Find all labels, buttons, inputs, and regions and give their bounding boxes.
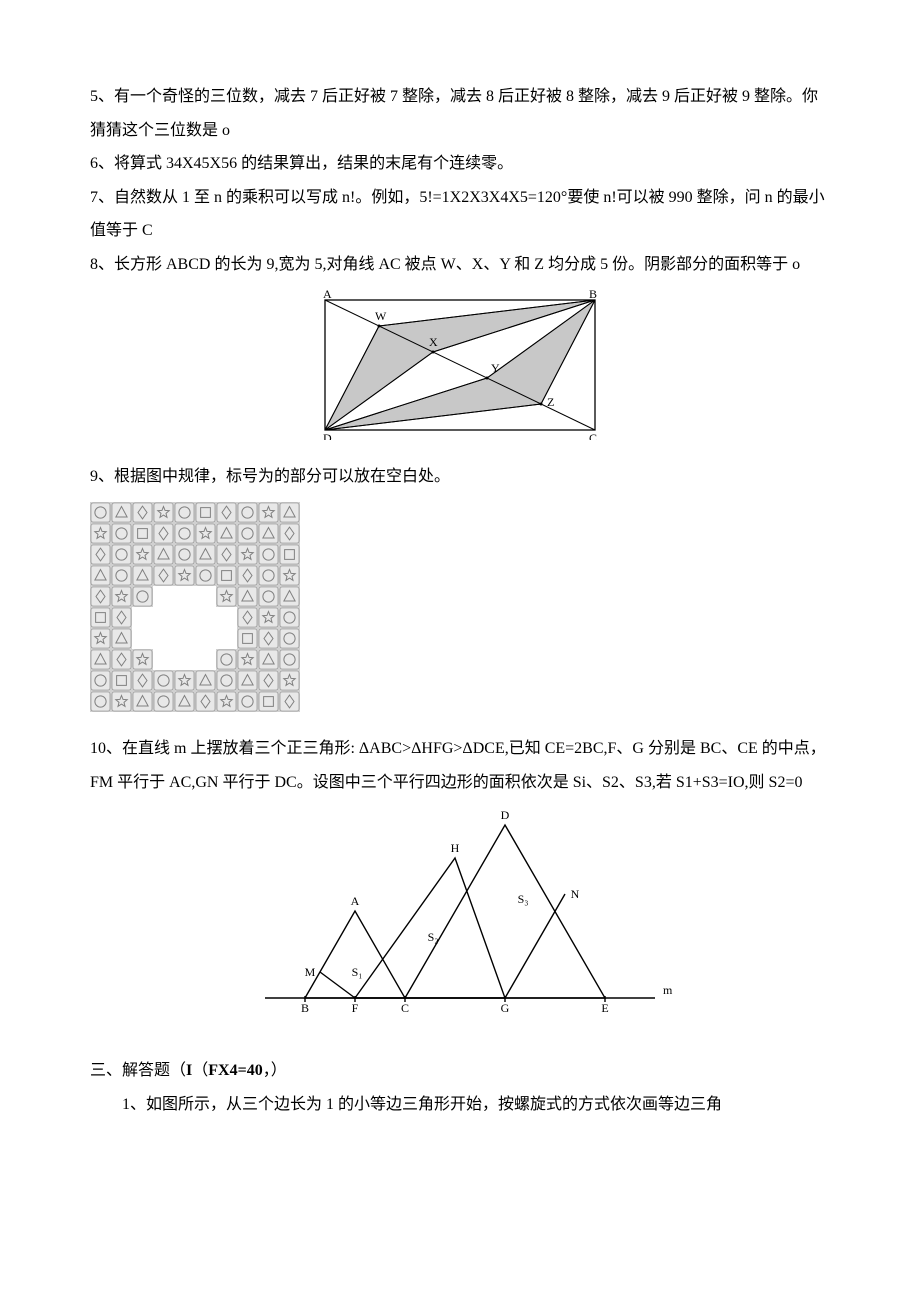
question-8: 8、长方形 ABCD 的长为 9,宽为 5,对角线 AC 被点 W、X、Y 和 … <box>90 248 830 282</box>
svg-text:S₃: S₃ <box>518 892 529 906</box>
svg-text:E: E <box>601 1001 608 1015</box>
section-3-q1: 1、如图所示，从三个边长为 1 的小等边三角形开始，按螺旋式的方式依次画等边三角 <box>90 1088 830 1122</box>
svg-text:Y: Y <box>491 361 500 375</box>
svg-text:A: A <box>323 290 332 301</box>
svg-text:C: C <box>589 431 597 440</box>
svg-text:A: A <box>351 894 360 908</box>
svg-text:H: H <box>451 841 460 855</box>
question-7: 7、自然数从 1 至 n 的乘积可以写成 n!。例如，5!=1X2X3X4X5=… <box>90 181 830 248</box>
svg-text:D: D <box>323 431 332 440</box>
question-10: 10、在直线 m 上摆放着三个正三角形: ΔABC>ΔHFG>ΔDCE,已知 C… <box>90 732 830 799</box>
svg-text:G: G <box>501 1001 510 1015</box>
svg-text:S₁: S₁ <box>352 965 363 979</box>
svg-text:B: B <box>301 1001 309 1015</box>
question-9: 9、根据图中规律，标号为的部分可以放在空白处。 <box>90 460 830 494</box>
svg-text:S₂: S₂ <box>428 930 439 944</box>
svg-text:Z: Z <box>547 395 554 409</box>
section-3-title: 三、解答题（I（FX4=40，） <box>90 1054 830 1088</box>
svg-text:D: D <box>501 808 510 822</box>
svg-text:X: X <box>429 335 438 349</box>
figure-q8-rectangle: A B C D W X Y Z <box>90 290 830 453</box>
svg-text:F: F <box>352 1001 359 1015</box>
svg-text:M: M <box>305 965 316 979</box>
svg-text:W: W <box>375 309 387 323</box>
svg-text:N: N <box>571 887 580 901</box>
question-5: 5、有一个奇怪的三位数，减去 7 后正好被 7 整除，减去 8 后正好被 8 整… <box>90 80 830 147</box>
figure-q10-triangles: B F C G E A H D M N S₁ S₂ S₃ m <box>90 808 830 1031</box>
svg-text:C: C <box>401 1001 409 1015</box>
figure-q9-pattern-grid <box>90 502 830 725</box>
question-6: 6、将算式 34X45X56 的结果算出，结果的末尾有个连续零。 <box>90 147 830 181</box>
svg-text:m: m <box>663 983 673 997</box>
svg-text:B: B <box>589 290 597 301</box>
